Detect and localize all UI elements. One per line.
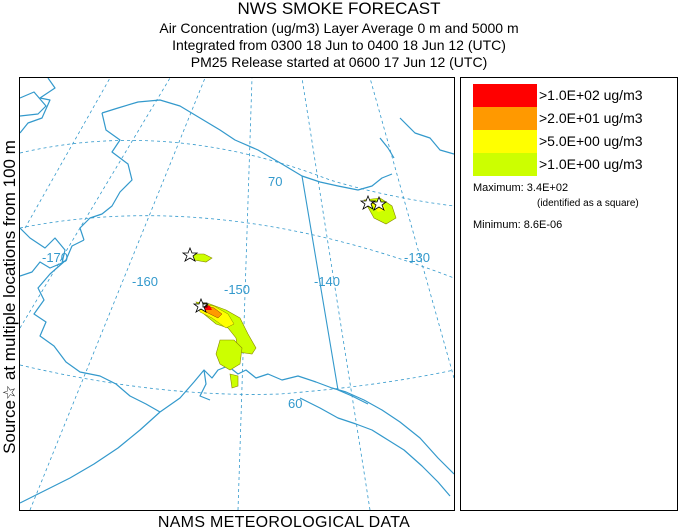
- source-location-label: Source☆ at multiple locations from 100 m: [0, 140, 19, 454]
- longitude-140-line: [301, 78, 371, 510]
- graticule: [20, 78, 454, 510]
- legend-item-20: >2.0E+01 ug/m3: [473, 107, 673, 130]
- legend-item-1: >1.0E+00 ug/m3: [473, 153, 673, 176]
- legend-item-5: >5.0E+00 ug/m3: [473, 130, 673, 153]
- latitude-65-line: [20, 215, 454, 279]
- seward-coast: [20, 227, 66, 277]
- maximum-value: Maximum: 3.4E+02: [473, 182, 569, 194]
- grid-label-lon-150: -150: [224, 282, 250, 297]
- page-title: NWS SMOKE FORECAST: [237, 0, 441, 18]
- grid-label-lat-70: 70: [268, 174, 282, 189]
- grid-label-lon-170: -170: [42, 250, 68, 265]
- legend-swatch: [473, 84, 537, 107]
- grid-label-lon-130: -130: [404, 250, 430, 265]
- maximum-note: (identified as a square): [537, 198, 639, 209]
- smoke-map: 70 60 -170 -160 -150 -140 -130: [20, 78, 454, 510]
- star-icon: [192, 297, 210, 313]
- latitude-60-line: [20, 364, 454, 395]
- gulf-coast: [159, 365, 454, 475]
- longitude-130-line: [369, 78, 454, 379]
- map-panel: 70 60 -170 -160 -150 -140 -130: [19, 77, 455, 511]
- panhandle-coast: [299, 397, 451, 497]
- us-canada-border: [301, 175, 369, 405]
- legend-panel: >1.0E+02 ug/m3 >2.0E+01 ug/m3 >5.0E+00 u…: [460, 77, 678, 511]
- grid-label-lon-160: -160: [132, 274, 158, 289]
- legend-swatch: [473, 153, 537, 176]
- square-icon: [202, 302, 208, 308]
- grid-label-lat-60: 60: [288, 396, 302, 411]
- footer-label: NAMS METEOROLOGICAL DATA: [157, 514, 411, 531]
- cook-inlet: [199, 369, 211, 401]
- longitude-170-line: [20, 78, 171, 329]
- latitude-70-line: [20, 140, 454, 207]
- northwest-coast: [79, 112, 133, 241]
- legend-label: >1.0E+00 ug/m3: [539, 156, 643, 172]
- plume-low-south: [215, 339, 243, 371]
- legend-label: >5.0E+00 ug/m3: [539, 133, 643, 149]
- legend-label: >1.0E+02 ug/m3: [539, 87, 643, 103]
- beaufort-coast: [301, 173, 393, 191]
- chukotka-coast: [20, 78, 56, 134]
- coastline: [20, 78, 454, 504]
- legend-swatch: [473, 130, 537, 153]
- subtitle-concentration: Air Concentration (ug/m3) Layer Average …: [159, 20, 519, 36]
- smoke-plumes: [191, 197, 397, 389]
- star-icon: [370, 195, 388, 211]
- subtitle-integration: Integrated from 0300 18 Jun to 0400 18 J…: [172, 37, 506, 53]
- legend-swatch: [473, 107, 537, 130]
- mackenzie-delta: [379, 137, 395, 159]
- legend-label: >2.0E+01 ug/m3: [539, 110, 643, 126]
- peninsula-coast: [20, 411, 161, 504]
- plume-low-tail: [229, 373, 239, 389]
- star-icon: [359, 194, 377, 210]
- longitude-180-line: [24, 78, 111, 229]
- arctic-coast: [101, 99, 303, 177]
- star-icon: [181, 246, 199, 262]
- minimum-value: Minimum: 8.6E-06: [473, 219, 563, 231]
- wrangel-island: [20, 91, 47, 117]
- source-markers: [181, 194, 388, 313]
- western-coast: [33, 239, 161, 413]
- arctic-islands: [399, 117, 454, 155]
- longitude-150-line: [237, 78, 253, 510]
- subtitle-release: PM25 Release started at 0600 17 Jun 12 (…: [190, 54, 488, 70]
- grid-label-lon-140: -140: [314, 274, 340, 289]
- legend-item-100: >1.0E+02 ug/m3: [473, 84, 673, 107]
